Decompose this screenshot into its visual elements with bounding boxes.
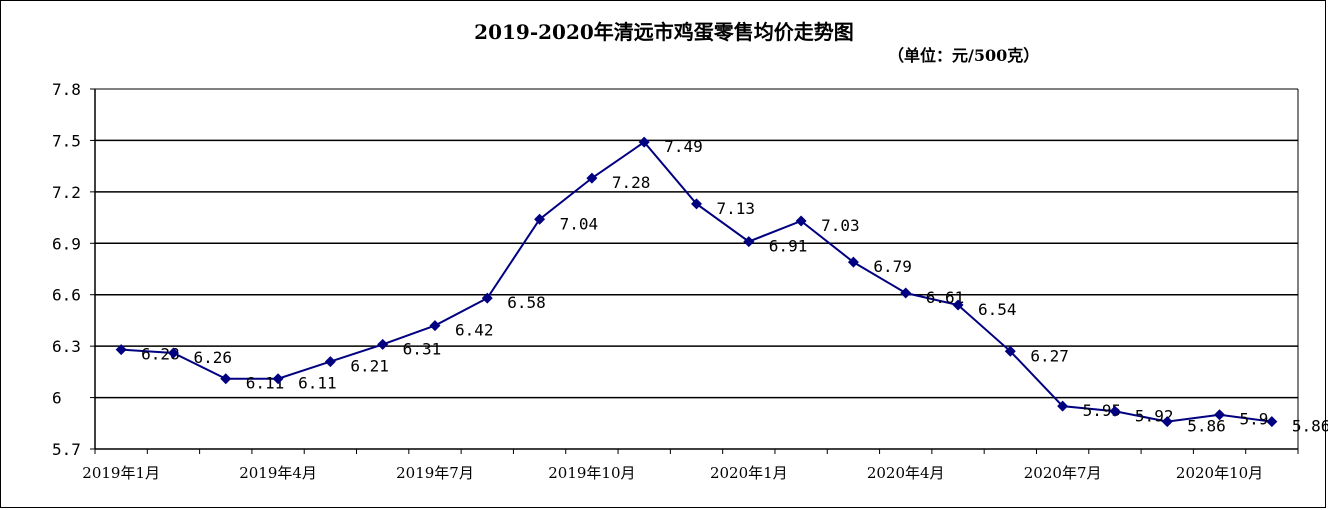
data-point-marker [847,256,859,268]
series-line [121,140,1272,423]
data-label: 6.21 [350,357,389,376]
data-point-marker [324,356,336,368]
data-point-marker [638,136,650,148]
y-tick-label: 6 [52,389,62,408]
data-label: 6.26 [193,348,232,367]
data-label: 7.03 [821,216,860,235]
data-point-marker [1109,405,1121,417]
data-label: 5.86 [1292,417,1328,436]
x-tick-label: 2020年7月 [1024,464,1102,482]
data-label: 6.79 [873,257,912,276]
data-point-marker [167,347,179,359]
data-label: 6.58 [507,293,546,312]
data-label: 5.9 [1240,410,1269,429]
data-point-marker [1266,416,1278,428]
y-tick-label: 7.2 [52,183,81,202]
data-point-marker [900,287,912,299]
data-point-marker [691,198,702,210]
data-point-marker [534,213,546,225]
data-point-marker [115,344,127,356]
data-label: 7.13 [717,199,756,218]
x-tick-label: 2019年10月 [548,464,635,482]
x-tick-label: 2020年4月 [867,464,945,482]
y-tick-label: 7.5 [52,131,81,150]
data-point-marker [952,299,964,311]
data-point-marker [481,292,493,304]
data-label: 7.04 [560,214,599,233]
data-point-marker [1004,345,1016,357]
data-point-marker [272,373,284,385]
chart-subtitle: （单位：元/500克） [888,46,1040,65]
y-tick-label: 6.6 [52,286,81,305]
data-label: 6.27 [1030,346,1069,365]
x-tick-label: 2019年7月 [396,464,474,482]
y-tick-label: 5.7 [52,440,81,459]
x-tick-label: 2019年1月 [82,464,160,482]
chart-title: 2019-2020年清远市鸡蛋零售均价走势图 [474,20,854,44]
data-label: 6.31 [403,339,442,358]
data-label: 7.28 [612,173,651,192]
x-tick-label: 2019年4月 [239,464,317,482]
data-label: 6.28 [141,345,180,364]
data-point-marker [795,215,807,227]
data-label: 6.11 [298,374,337,393]
data-point-marker [1057,400,1069,412]
data-point-marker [586,172,598,184]
x-tick-label: 2020年1月 [710,464,788,482]
y-tick-label: 7.8 [52,80,81,99]
data-point-marker [220,373,232,385]
data-point-marker [1161,416,1173,428]
y-tick-label: 6.3 [52,337,81,356]
x-tick-label: 2020年10月 [1176,464,1263,482]
data-point-marker [743,236,755,248]
data-point-marker [377,338,389,350]
data-label: 6.91 [769,237,808,256]
data-label: 5.95 [1083,401,1122,420]
data-point-marker [1214,409,1226,421]
data-label: 6.42 [455,321,494,340]
data-label: 7.49 [664,137,703,156]
data-point-marker [429,320,441,332]
data-label: 6.61 [926,288,965,307]
data-label: 5.86 [1187,417,1226,436]
y-tick-label: 6.9 [52,234,81,253]
data-label: 6.54 [978,300,1017,319]
